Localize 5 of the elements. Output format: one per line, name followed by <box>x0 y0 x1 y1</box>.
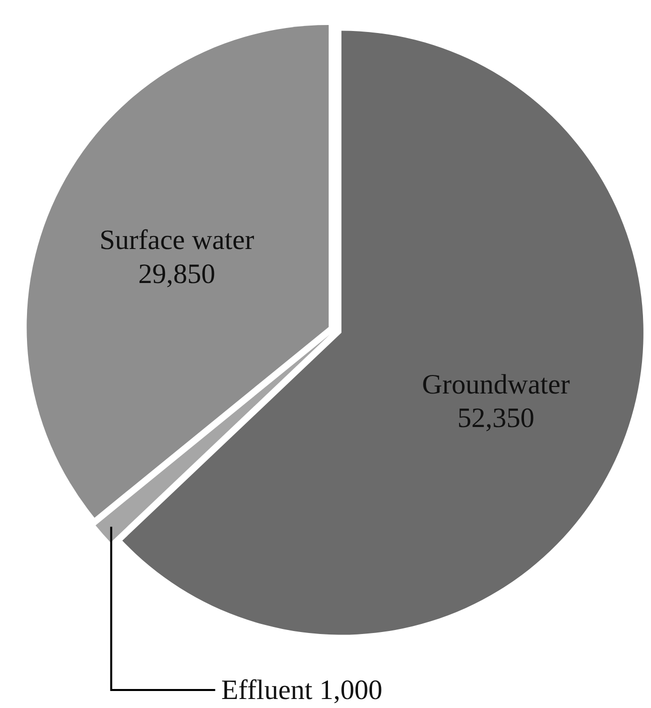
slice-label: Groundwater <box>422 370 570 401</box>
slice-label: Surface water <box>99 225 255 256</box>
data-label: 29,850 <box>138 258 216 290</box>
data-label: 52,350 <box>457 403 534 434</box>
slice-label: Effluent 1,000 <box>221 675 382 706</box>
